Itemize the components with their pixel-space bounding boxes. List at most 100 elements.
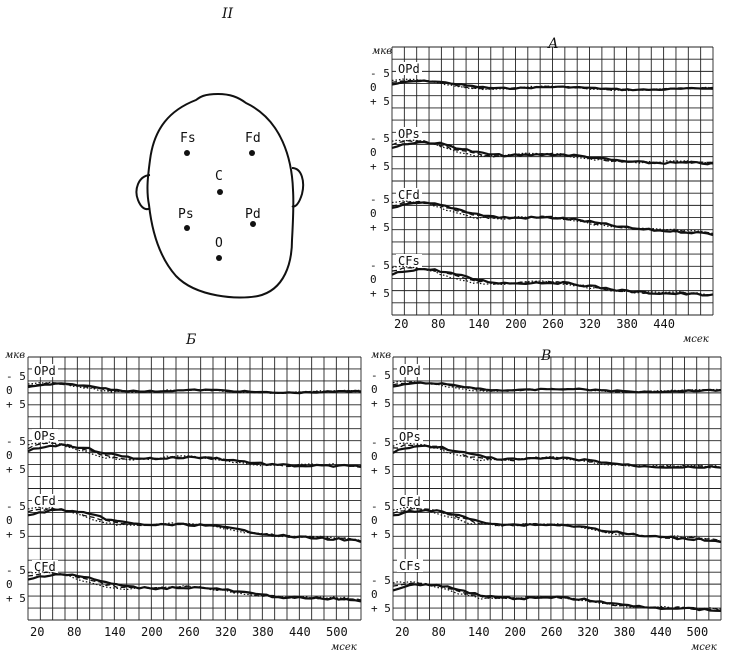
y-unit-label: мкв [371,350,391,361]
x-tick-label: 80 [431,317,445,331]
channel-label: CFd [398,188,420,202]
electrode-label-ps: Ps [178,207,194,222]
x-tick-label: 380 [616,317,638,331]
figure-number: II [221,6,234,22]
channel: CFd - 50+ 5 [371,495,722,544]
trace-dotted [391,265,714,296]
channel: CFs - 50+ 5 [371,559,722,615]
x-tick-label: 20 [394,317,408,331]
channel-label-bg [32,494,58,507]
channel-label-bg [397,430,423,443]
y-tick-label: - 5 [371,574,391,587]
x-tick-label: 260 [541,625,563,639]
x-tick-label: 20 [30,625,44,639]
channel-label-bg [32,364,58,377]
y-tick-label: 0 [6,578,13,591]
x-tick-label: 440 [653,317,675,331]
trace-dotted [391,78,714,92]
y-tick-label: - 5 [6,435,26,448]
electrode-dot-o [216,255,222,261]
x-unit-label: мсек [691,642,717,653]
y-tick-label: - 5 [370,67,390,80]
y-tick-label: - 5 [371,500,391,513]
y-tick-label: + 5 [6,463,26,476]
channel-label: OPd [398,62,420,76]
channel-label: CFs [398,254,420,268]
channel-label: CFs [399,559,421,573]
electrode-dot-fs [184,150,190,156]
y-tick-label: 0 [370,273,377,286]
y-tick-label: + 5 [371,602,391,615]
x-tick-label: 320 [577,625,599,639]
x-tick-label: 80 [431,625,445,639]
channel-label: OPs [34,429,56,443]
grid [392,356,722,621]
channel-label-bg [32,429,58,442]
trace-solid [392,583,722,612]
x-tick-label: 80 [67,625,81,639]
y-tick-label: 0 [371,450,378,463]
trace-dotted [392,442,722,468]
x-tick-label: 380 [252,625,274,639]
trace-dotted [391,200,714,234]
y-tick-label: + 5 [371,528,391,541]
y-tick-label: + 5 [370,95,390,108]
channel-label: CFd [34,560,56,574]
electrode-dot-ps [184,225,190,231]
electrode-label-o: O [215,236,223,251]
channel: OPs - 50+ 5 [6,429,362,476]
y-tick-label: + 5 [6,398,26,411]
y-tick-label: - 5 [371,436,391,449]
x-tick-label: 500 [687,625,709,639]
y-tick-label: 0 [6,449,13,462]
trace-solid [391,267,714,297]
y-tick-label: - 5 [6,370,26,383]
x-tick-label: 200 [141,625,163,639]
y-tick-label: 0 [370,146,377,159]
x-tick-label: 140 [468,625,490,639]
trace-dashed [392,444,722,469]
panel-letter: А [547,36,559,52]
y-tick-label: + 5 [371,397,391,410]
x-tick-label: 320 [215,625,237,639]
x-tick-label: 200 [504,625,526,639]
x-tick-label: 140 [104,625,126,639]
channel-label: OPs [399,430,421,444]
y-tick-label: - 5 [6,564,26,577]
electrode-label-fd: Fd [245,131,261,146]
channel: OPd - 50+ 5 [370,62,714,108]
x-tick-label: 440 [650,625,672,639]
electrode-dot-fd [249,150,255,156]
channel: CFd - 50+ 5 [370,188,714,237]
trace-dotted [392,506,722,542]
trace-dashed [392,381,722,393]
channel: OPs - 50+ 5 [371,430,722,477]
channel-label-bg [396,127,422,140]
electrode-dot-c [217,189,223,195]
y-tick-label: 0 [370,81,377,94]
x-tick-label: 200 [505,317,527,331]
x-unit-label: мсек [331,642,357,653]
y-tick-label: + 5 [371,464,391,477]
y-tick-label: 0 [6,384,13,397]
trace-dotted [391,139,714,165]
trace-dotted [27,381,362,394]
panel-letter: Б [185,332,196,348]
channel-label: CFd [34,494,56,508]
y-tick-label: + 5 [6,528,26,541]
x-tick-label: 440 [289,625,311,639]
head-electrode-diagram: Fs Fd C Ps Pd O [135,92,305,299]
y-tick-label: - 5 [371,369,391,382]
x-tick-label: 260 [178,625,200,639]
trace-dashed [391,200,714,235]
channel-label: OPd [399,364,421,378]
channel: CFd - 50+ 5 [6,560,362,605]
channel: CFs - 50+ 5 [370,254,714,300]
x-tick-label: 20 [395,625,409,639]
y-tick-label: - 5 [370,193,390,206]
electrode-label-fs: Fs [180,131,196,146]
electrode-label-pd: Pd [245,207,261,222]
